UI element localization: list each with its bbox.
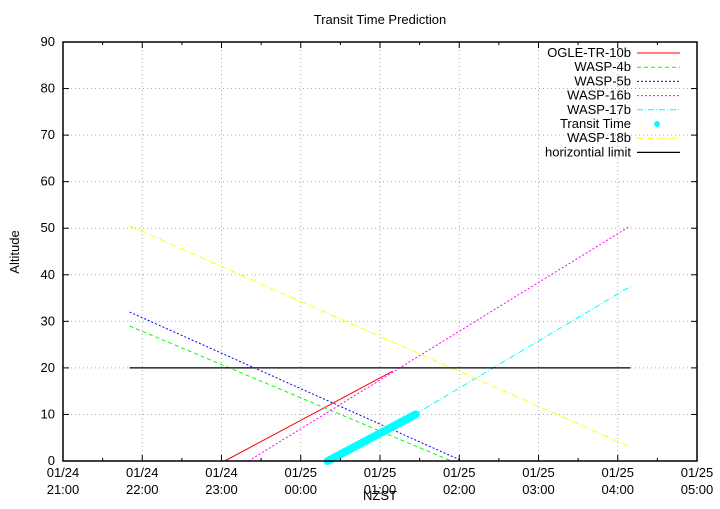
y-tick-label: 50 xyxy=(41,220,55,235)
x-tick-date: 01/24 xyxy=(205,465,238,480)
legend-label: OGLE-TR-10b xyxy=(547,45,631,60)
x-tick-time: 22:00 xyxy=(126,482,159,497)
x-tick-time: 00:00 xyxy=(284,482,317,497)
series-line xyxy=(129,311,463,462)
x-tick-time: 01:00 xyxy=(364,482,397,497)
y-tick-label: 20 xyxy=(41,360,55,375)
x-tick-date: 01/25 xyxy=(681,465,714,480)
series-lines xyxy=(129,225,631,465)
y-tick-label: 10 xyxy=(41,406,55,421)
x-tick-time: 02:00 xyxy=(443,482,476,497)
legend: OGLE-TR-10bWASP-4bWASP-5bWASP-16bWASP-17… xyxy=(545,45,680,159)
axis-ticks: 0 10 20 30 40 50 60 70 80 90 01/24 21:00 01/24 22:00 0… xyxy=(41,34,714,497)
y-tick-label: 60 xyxy=(41,174,55,189)
x-tick-date: 01/25 xyxy=(443,465,476,480)
legend-label: WASP-17b xyxy=(567,102,631,117)
legend-marker xyxy=(654,121,660,127)
legend-label: WASP-5b xyxy=(574,73,631,88)
x-tick-date: 01/25 xyxy=(284,465,317,480)
y-tick-label: 80 xyxy=(41,81,55,96)
x-tick-time: 21:00 xyxy=(47,482,80,497)
y-tick-label: 0 xyxy=(48,453,55,468)
series-line xyxy=(129,325,452,462)
y-tick-label: 30 xyxy=(41,313,55,328)
y-tick-label: 70 xyxy=(41,127,55,142)
series-line xyxy=(414,285,631,415)
y-axis-label: Altitude xyxy=(7,230,22,273)
series-line xyxy=(224,370,393,462)
x-tick-date: 01/25 xyxy=(364,465,397,480)
legend-label: WASP-16b xyxy=(567,88,631,103)
x-tick-time: 03:00 xyxy=(522,482,555,497)
y-tick-label: 90 xyxy=(41,34,55,49)
x-tick-time: 05:00 xyxy=(681,482,714,497)
x-tick-date: 01/25 xyxy=(522,465,555,480)
chart-title: Transit Time Prediction xyxy=(314,12,446,27)
x-tick-date: 01/25 xyxy=(601,465,634,480)
x-tick-date: 01/24 xyxy=(126,465,159,480)
x-axis-label: NZST xyxy=(363,488,397,503)
series-transit-time xyxy=(323,410,420,465)
legend-label: horizontial limit xyxy=(545,144,631,159)
x-tick-time: 23:00 xyxy=(205,482,238,497)
series-line xyxy=(129,225,631,448)
x-tick-date: 01/24 xyxy=(47,465,80,480)
legend-label: WASP-4b xyxy=(574,59,631,74)
x-tick-time: 04:00 xyxy=(601,482,634,497)
y-tick-label: 40 xyxy=(41,267,55,282)
legend-label: WASP-18b xyxy=(567,130,631,145)
legend-label: Transit Time xyxy=(560,116,631,131)
series-line xyxy=(248,225,631,462)
